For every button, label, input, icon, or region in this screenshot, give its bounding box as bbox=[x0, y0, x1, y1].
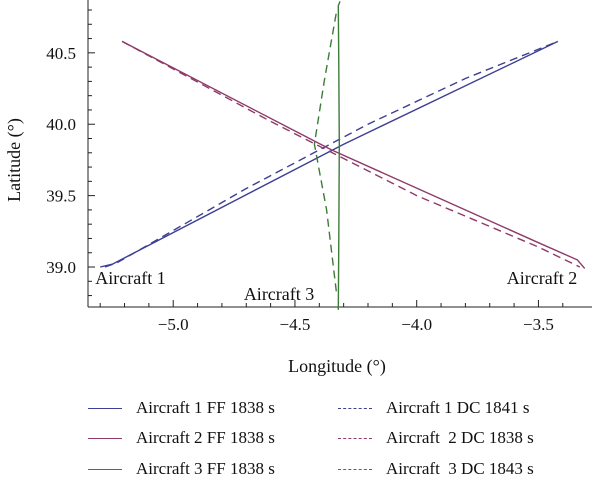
y-tick-label: 39.0 bbox=[46, 258, 76, 277]
aircraft-annotation-2: Aircraft 3 bbox=[244, 284, 314, 304]
x-tick-label: −5.0 bbox=[158, 315, 189, 334]
legend-label: Aircraft 2 DC 1838 s bbox=[386, 428, 534, 447]
y-tick-label: 39.5 bbox=[46, 187, 76, 206]
x-tick-label: −3.5 bbox=[523, 315, 554, 334]
series-line-5 bbox=[337, 1, 341, 310]
aircraft-annotation-3: Aircraft 2 bbox=[507, 268, 577, 288]
series-line-6 bbox=[313, 12, 337, 292]
legend-swatch bbox=[88, 437, 122, 439]
series-line-4 bbox=[121, 40, 581, 268]
legend-item: Aircraft 2 DC 1838 s bbox=[338, 425, 534, 451]
x-tick-label: −4.5 bbox=[280, 315, 311, 334]
legend-item: Aircraft 3 DC 1843 s bbox=[338, 456, 534, 482]
chart-svg: −5.0 −4.5 −4.0 −3.5 39.0 39.5 40.0 40.5 Aircraf… bbox=[4, 0, 592, 377]
legend-item: Aircraft 1 DC 1841 s bbox=[338, 395, 530, 421]
legend: Aircraft 1 FF 1838 s Aircraft 1 DC 1841 s… bbox=[0, 392, 600, 487]
legend-label: Aircraft 1 DC 1841 s bbox=[386, 398, 530, 417]
legend-label: Aircraft 3 DC 1843 s bbox=[386, 459, 534, 478]
y-axis-label: Latitude (°) bbox=[4, 118, 25, 202]
series-line-3 bbox=[121, 40, 586, 269]
legend-item: Aircraft 3 FF 1838 s bbox=[88, 456, 275, 482]
legend-label: Aircraft 2 FF 1838 s bbox=[136, 428, 275, 447]
series-line-1 bbox=[100, 40, 559, 268]
y-tick-label: 40.0 bbox=[46, 115, 76, 134]
legend-swatch bbox=[338, 407, 372, 409]
legend-label: Aircraft 1 FF 1838 s bbox=[136, 398, 275, 417]
x-axis-label: Longitude (°) bbox=[288, 356, 386, 377]
aircraft-annotation-1: Aircraft 1 bbox=[95, 268, 165, 288]
legend-label: Aircraft 3 FF 1838 s bbox=[136, 459, 275, 478]
legend-item: Aircraft 1 FF 1838 s bbox=[88, 395, 275, 421]
legend-swatch bbox=[338, 437, 372, 439]
x-tick-label: −4.0 bbox=[401, 315, 432, 334]
y-tick-label: 40.5 bbox=[46, 44, 76, 63]
legend-item: Aircraft 2 FF 1838 s bbox=[88, 425, 275, 451]
legend-swatch bbox=[88, 407, 122, 409]
legend-swatch bbox=[88, 468, 122, 470]
legend-swatch bbox=[338, 468, 372, 470]
series-line-2 bbox=[104, 40, 559, 268]
